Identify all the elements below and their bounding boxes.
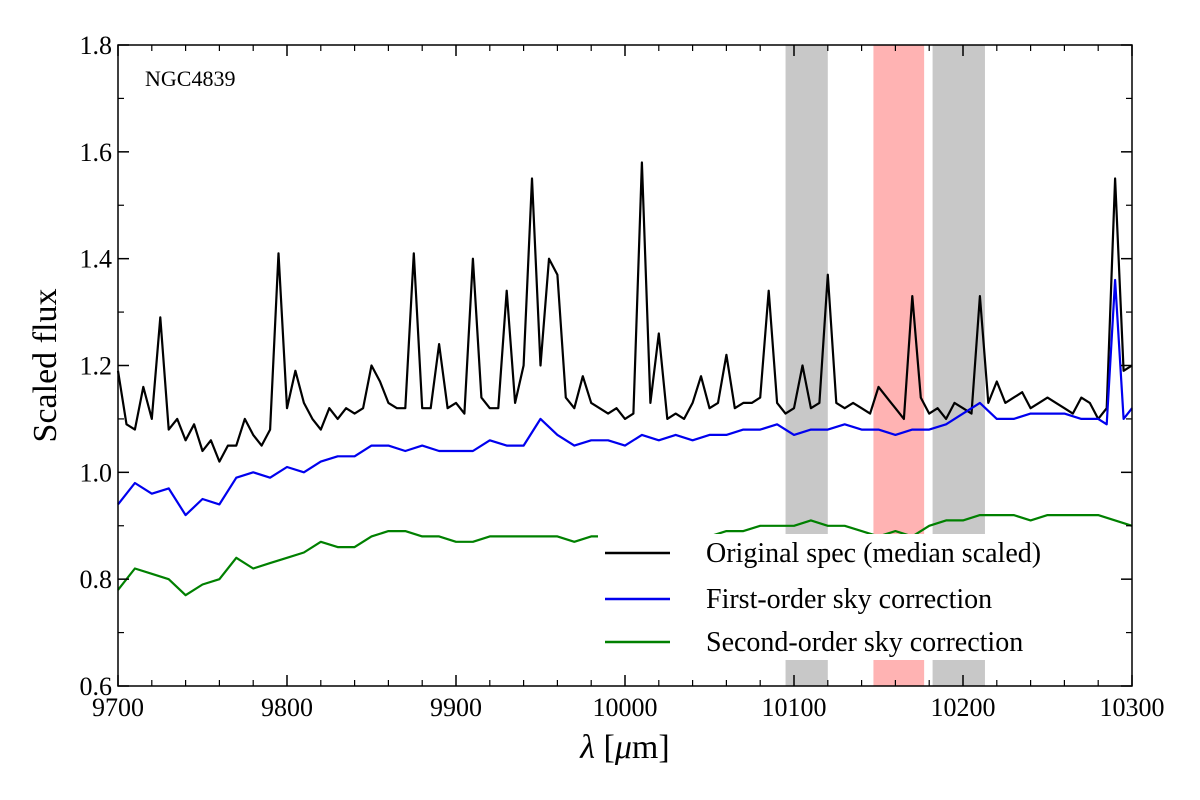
x-axis-label: λ [μm] (579, 729, 669, 766)
galaxy-annotation: NGC4839 (145, 66, 235, 91)
legend-label-second-order: Second-order sky correction (706, 627, 1023, 658)
x-axis-label-open: [ (595, 729, 615, 766)
x-tick-label-0: 9700 (92, 693, 144, 722)
y-tick-label-0: 0.6 (80, 672, 113, 701)
legend: Original spec (median scaled) First-orde… (598, 534, 1118, 660)
y-axis-label: Scaled flux (27, 289, 64, 443)
x-axis-label-unit: m] (632, 729, 670, 766)
x-axis-label-mu: μ (614, 729, 632, 766)
axis-ticks: 9700 9800 9900 10000 10100 10200 10300 0.6 0.8 1.… (80, 31, 1165, 722)
x-tick-label-2: 9900 (430, 693, 482, 722)
y-tick-label-6: 1.8 (80, 31, 113, 60)
x-tick-label-1: 9800 (261, 693, 313, 722)
legend-label-original: Original spec (median scaled) (706, 538, 1041, 569)
x-tick-label-5: 10200 (931, 693, 996, 722)
x-tick-label-6: 10300 (1100, 693, 1165, 722)
y-tick-label-3: 1.2 (80, 352, 113, 381)
x-tick-label-4: 10100 (762, 693, 827, 722)
y-tick-label-2: 1.0 (80, 458, 113, 487)
x-tick-label-3: 10000 (593, 693, 658, 722)
series-line-1 (117, 278, 1133, 517)
x-axis-label-lambda: λ (579, 729, 595, 766)
y-tick-label-1: 0.8 (80, 565, 113, 594)
y-tick-label-4: 1.4 (80, 245, 113, 274)
legend-label-first-order: First-order sky correction (706, 584, 992, 615)
series-line-0 (116, 161, 1133, 463)
y-tick-label-5: 1.6 (80, 138, 113, 167)
legend-background (598, 534, 1118, 660)
